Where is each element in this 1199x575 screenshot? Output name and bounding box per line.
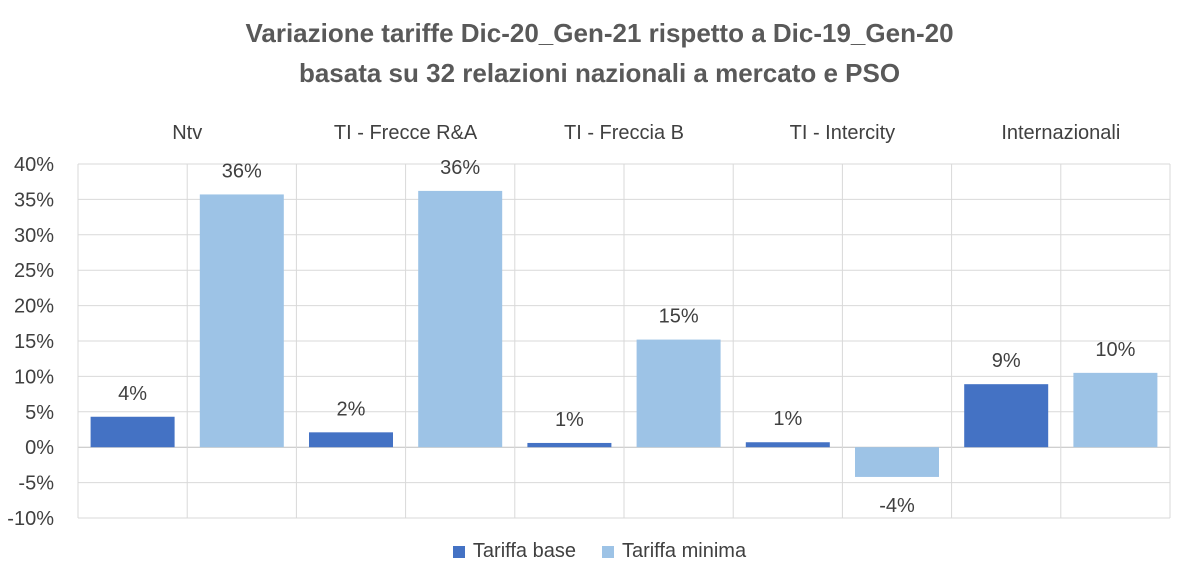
category-label: Internazionali	[1001, 122, 1120, 144]
data-label: 1%	[555, 409, 584, 431]
y-tick-label: 40%	[14, 154, 54, 176]
y-tick-label: 30%	[14, 225, 54, 247]
bar-tariffa-minima	[199, 194, 284, 448]
bar-tariffa-minima	[1073, 372, 1158, 448]
data-label: 4%	[118, 383, 147, 405]
bar-tariffa-base	[745, 442, 830, 448]
data-label: 36%	[222, 160, 262, 182]
y-tick-label: -10%	[7, 508, 54, 530]
y-tick-label: 0%	[25, 437, 54, 459]
bar-tariffa-minima	[855, 447, 939, 477]
legend-label-minima: Tariffa minima	[621, 540, 747, 562]
category-label: TI - Frecce R&A	[334, 122, 478, 144]
category-label: TI - Freccia B	[564, 122, 684, 144]
data-label: 15%	[659, 306, 699, 328]
data-label: 2%	[337, 398, 366, 420]
y-tick-label: 10%	[14, 366, 54, 388]
chart-subtitle: basata su 32 relazioni nazionali a merca…	[298, 58, 901, 88]
y-tick-label: 25%	[14, 260, 54, 282]
legend-swatch-minima	[601, 545, 614, 558]
y-tick-label: 35%	[14, 189, 54, 211]
bar-tariffa-minima	[418, 190, 503, 448]
bar-tariffa-base	[90, 416, 175, 448]
data-label: -4%	[879, 495, 915, 517]
data-label: 10%	[1095, 339, 1135, 361]
y-tick-label: 5%	[25, 402, 54, 424]
data-label: 1%	[773, 408, 802, 430]
bar-tariffa-base	[964, 384, 1049, 448]
category-label: Ntv	[172, 122, 202, 144]
y-tick-label: 15%	[14, 331, 54, 353]
data-label: 36%	[440, 157, 480, 179]
legend: Tariffa base Tariffa minima	[0, 540, 1199, 563]
y-tick-label: 20%	[14, 296, 54, 318]
bar-tariffa-base	[309, 432, 393, 448]
y-tick-label: -5%	[18, 473, 54, 495]
legend-swatch-base	[452, 545, 465, 558]
legend-item-base: Tariffa base	[452, 540, 576, 563]
chart-title: Variazione tariffe Dic-20_Gen-21 rispett…	[245, 18, 954, 48]
bar-tariffa-base	[527, 442, 612, 448]
legend-label-base: Tariffa base	[472, 540, 576, 562]
data-label: 9%	[992, 350, 1021, 372]
legend-item-minima: Tariffa minima	[601, 540, 747, 563]
category-label: TI - Intercity	[790, 122, 896, 144]
bar-tariffa-minima	[636, 339, 721, 448]
